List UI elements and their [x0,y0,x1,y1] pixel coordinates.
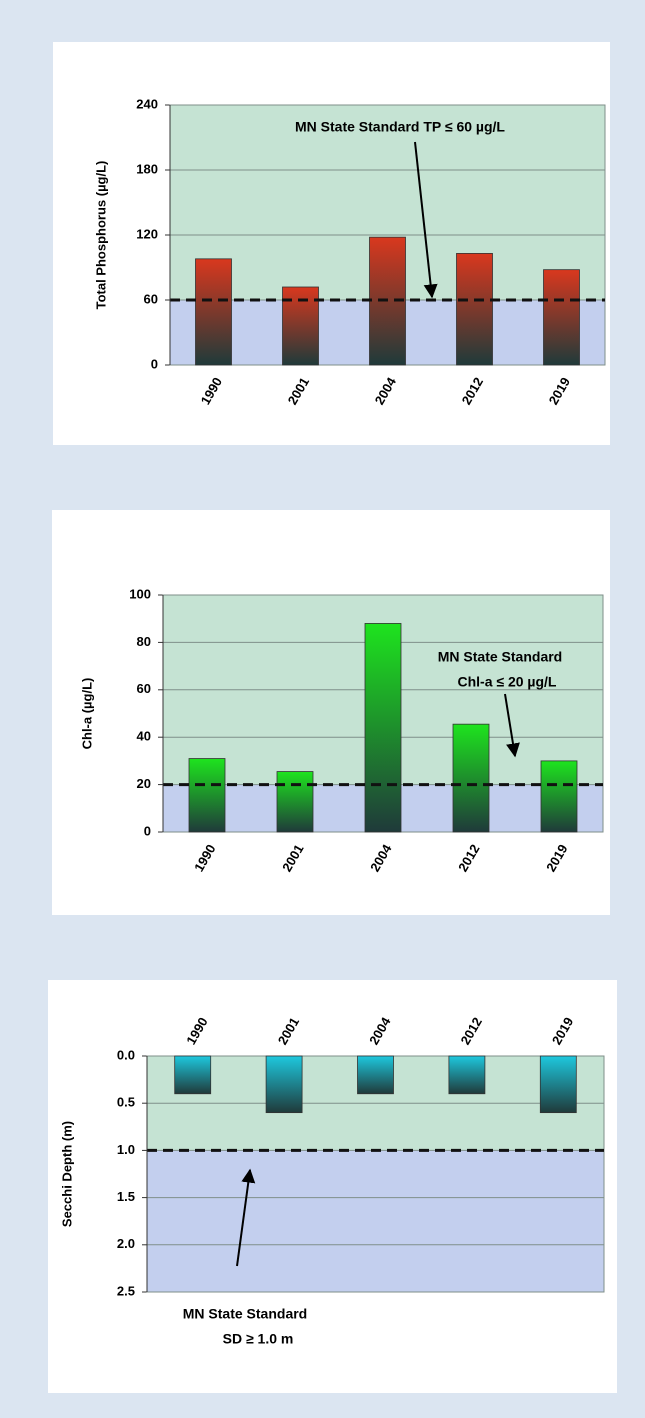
y-tick-label: 80 [137,634,151,649]
annotation: MN State Standard [438,649,562,665]
y-tick-label: 0.0 [117,1047,135,1062]
y-tick-label: 60 [137,681,151,696]
bar [265,1055,303,1114]
annotation: MN State Standard [183,1306,307,1322]
annotation: SD ≥ 1.0 m [223,1331,294,1347]
y-tick-label: 120 [136,226,158,241]
y-tick-label: 40 [137,729,151,744]
y-tick-label: 100 [129,586,151,601]
bar [448,1055,486,1095]
y-tick-label: 180 [136,161,158,176]
y-tick-label: 0.5 [117,1095,135,1110]
annotation-arrow [236,1168,256,1267]
y-tick-label: 20 [137,776,151,791]
y-axis-label: Secchi Depth (m) [59,1121,74,1227]
bar [195,258,232,366]
bar [364,623,402,833]
y-tick-label: 2.0 [117,1236,135,1251]
annotation-arrow [414,141,438,299]
y-tick-label: 0 [144,823,151,838]
y-tick-label: 1.0 [117,1142,135,1157]
bar [357,1055,394,1095]
y-tick-label: 60 [144,291,158,306]
bar [543,269,580,366]
y-tick-label: 240 [136,96,158,111]
bar [188,758,226,833]
y-tick-label: 2.5 [117,1283,135,1298]
y-axis-label: Chl-a (µg/L) [79,678,94,750]
y-tick-label: 1.5 [117,1189,135,1204]
annotation: MN State Standard TP ≤ 60 µg/L [295,119,505,135]
bar [539,1055,577,1114]
bar [540,760,578,833]
bar [174,1055,212,1095]
bar [456,253,493,366]
below-standard-area [147,1150,604,1292]
y-tick-label: 0 [151,356,158,371]
bar [452,723,490,833]
annotation: Chl-a ≤ 20 µg/L [458,674,557,690]
bar [276,771,314,833]
y-axis-label: Total Phosphorus (µg/L) [93,161,108,310]
annotation-arrow [504,693,520,758]
